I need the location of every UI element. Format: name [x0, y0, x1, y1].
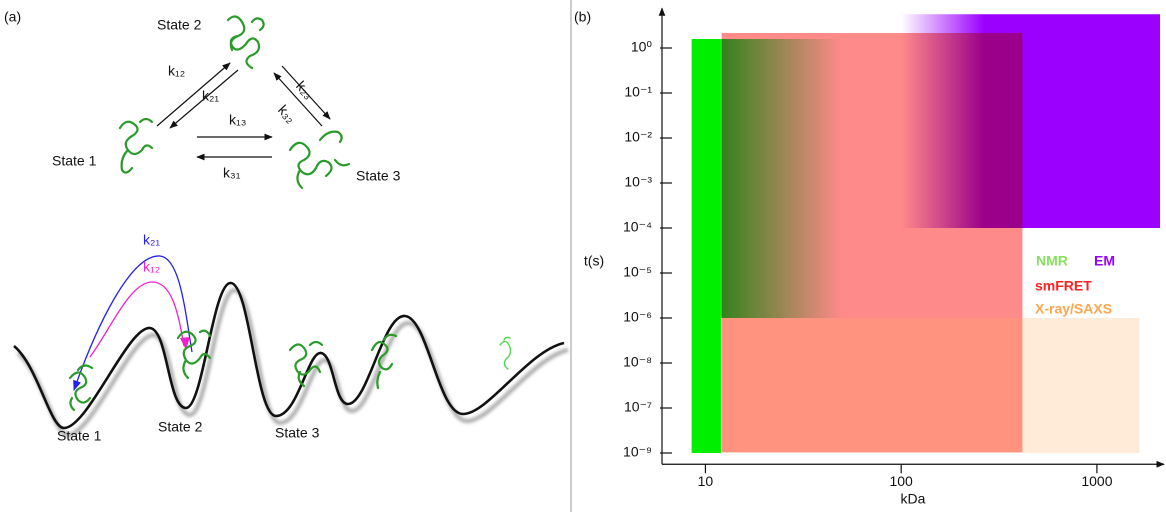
rate-label: k₁₂	[168, 63, 185, 79]
y-tick-label: 10⁻⁵	[623, 264, 652, 280]
y-tick-label: 10⁻³	[624, 174, 652, 190]
x-tick-label: 10	[698, 473, 714, 489]
rate-label: k₂₁	[143, 232, 160, 248]
x-axis-label: kDa	[901, 491, 926, 507]
legend-entry: EM	[1094, 253, 1115, 269]
protein	[370, 333, 398, 390]
protein	[499, 336, 512, 370]
state-label: State 2	[158, 419, 203, 435]
y-tick-label: 10⁻⁹	[623, 444, 652, 460]
rate-arrow	[156, 62, 231, 127]
panel-label: (a)	[4, 9, 21, 25]
protein	[118, 117, 154, 174]
y-axis-label: t(s)	[584, 253, 604, 269]
x-tick-label: 1000	[1081, 473, 1112, 489]
rate-arrow	[169, 69, 239, 129]
state-label: State 3	[275, 425, 320, 441]
rate-arrow	[273, 72, 323, 127]
energy-landscape	[13, 281, 565, 430]
range-region	[691, 39, 721, 453]
protein	[68, 364, 94, 412]
arrow-head	[180, 337, 190, 350]
panel-a: (a) State 2 State 1 State 3 k₁₂ k₂₁ k₂₃ …	[4, 9, 569, 444]
y-tick-label: 10⁻⁷	[624, 399, 652, 415]
range-region	[901, 14, 1160, 228]
rate-label: k₂₁	[202, 88, 219, 104]
state-label: State 1	[57, 428, 102, 444]
y-tick-label: 10⁻⁸	[623, 354, 652, 370]
state-label: State 2	[157, 17, 202, 33]
legend-entry: NMR	[1036, 253, 1068, 269]
landscape-shadow	[16, 288, 569, 438]
x-tick-label: 100	[889, 473, 913, 489]
rate-label: k₃₂	[275, 102, 299, 126]
rate-label: k₁₂	[143, 259, 160, 275]
y-tick-label: 10⁻¹	[624, 84, 652, 100]
panel-label: (b)	[574, 9, 591, 25]
y-tick-label: 10⁻⁴	[623, 219, 652, 235]
protein	[176, 329, 212, 380]
protein	[288, 130, 351, 190]
y-tick-label: 10⁰	[631, 39, 653, 55]
rate-label: k₃₁	[223, 165, 241, 181]
legend-entry: X-ray/SAXS	[1035, 301, 1112, 317]
rate-arrow	[281, 65, 331, 120]
transition-arrow	[73, 255, 193, 391]
y-tick-label: 10⁻²	[624, 129, 652, 145]
legend-entry: smFRET	[1035, 278, 1092, 294]
state-label: State 3	[356, 168, 401, 184]
protein	[226, 15, 265, 70]
range-region	[720, 318, 1140, 453]
protein	[288, 340, 324, 388]
transition-arrow	[89, 281, 185, 358]
panel-b: (b) t(s) kDa 10⁰ 10⁻¹ 10⁻² 10⁻³ 10⁻⁴ 10⁻⁵ 10⁻⁶…	[574, 7, 1165, 507]
y-tick-label: 10⁻⁶	[623, 309, 652, 325]
rate-label: k₁₃	[229, 112, 246, 128]
state-label: State 1	[52, 153, 97, 169]
range-region	[720, 39, 843, 318]
